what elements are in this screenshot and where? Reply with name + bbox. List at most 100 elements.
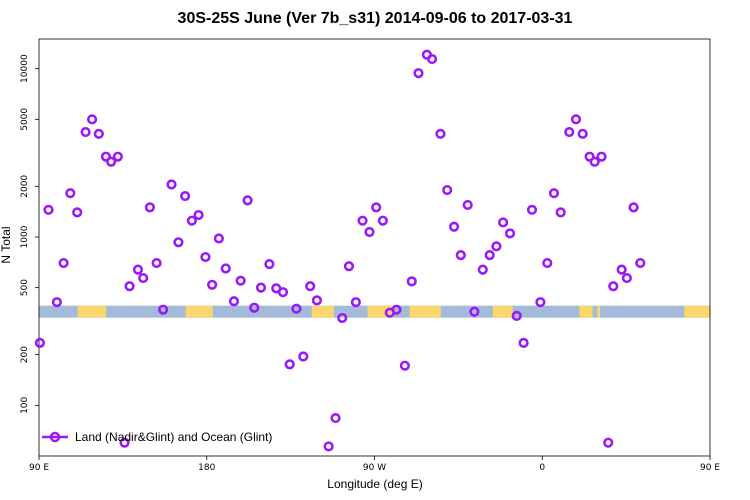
- data-point: [498, 217, 509, 228]
- x-tick-label: 90 E: [29, 463, 49, 473]
- data-point: [484, 250, 495, 261]
- y-tick-label: 100: [20, 396, 30, 413]
- data-point: [180, 190, 191, 202]
- data-point: [603, 437, 614, 448]
- data-point: [87, 114, 98, 125]
- y-tick-label: 10000: [20, 54, 30, 83]
- legend-label: Land (Nadir&Glint) and Ocean (Glint): [75, 430, 272, 444]
- data-point: [628, 202, 639, 213]
- data-point: [413, 68, 424, 79]
- y-tick-label: 500: [20, 279, 30, 296]
- data-point: [491, 241, 502, 252]
- y-tick-label: 2000: [20, 175, 30, 198]
- data-point: [526, 204, 538, 215]
- land-band-segment: [492, 305, 513, 318]
- plot-frame: [38, 38, 711, 457]
- data-point: [255, 282, 267, 293]
- data-point: [535, 297, 546, 308]
- data-point: [426, 53, 438, 65]
- data-point: [207, 279, 218, 290]
- data-point: [391, 304, 402, 315]
- data-point: [377, 215, 388, 226]
- data-point: [564, 126, 575, 138]
- land-band-segment: [597, 305, 601, 318]
- data-point: [305, 281, 316, 292]
- data-point: [100, 151, 112, 162]
- data-point: [58, 257, 69, 269]
- data-point: [616, 264, 627, 275]
- land-band-segment: [77, 305, 107, 318]
- chart-title: 30S-25S June (Ver 7b_s31) 2014-09-06 to …: [177, 10, 573, 27]
- data-point: [455, 250, 466, 261]
- data-point: [132, 264, 144, 275]
- x-tick-label: 180: [198, 463, 215, 473]
- data-point: [584, 151, 595, 162]
- y-axis: 100 200 500 1000 2000 5000 10000: [20, 54, 39, 414]
- x-tick-label: 0: [539, 463, 545, 473]
- data-point: [106, 156, 117, 167]
- data-point: [462, 199, 473, 211]
- data-point: [186, 215, 197, 226]
- data-point: [469, 306, 480, 317]
- data-point: [213, 233, 224, 244]
- data-point: [249, 302, 260, 313]
- data-point: [193, 209, 204, 221]
- data-point: [577, 128, 588, 139]
- data-point: [371, 202, 382, 213]
- data-point: [504, 228, 516, 239]
- data-point: [542, 257, 553, 269]
- data-point: [72, 207, 83, 218]
- data-point: [555, 207, 566, 218]
- data-point: [124, 281, 135, 292]
- data-point: [511, 310, 522, 321]
- data-point: [220, 263, 231, 274]
- data-point: [448, 221, 460, 232]
- coverage-band: [39, 305, 710, 318]
- data-point: [570, 114, 582, 125]
- data-point: [435, 128, 446, 139]
- data-point: [343, 261, 355, 272]
- y-axis-label: N Total: [0, 226, 13, 263]
- data-point: [158, 304, 169, 315]
- data-point: [34, 337, 46, 348]
- x-axis-label: Longitude (deg E): [327, 477, 422, 491]
- y-tick-label: 5000: [20, 108, 30, 131]
- data-point: [298, 351, 309, 362]
- data-point: [119, 437, 130, 448]
- data-point: [330, 412, 341, 424]
- land-band-segment: [409, 305, 441, 318]
- data-point: [112, 151, 123, 162]
- data-point: [621, 272, 632, 284]
- data-point: [173, 237, 184, 248]
- data-point: [406, 276, 417, 287]
- data-point: [43, 204, 54, 215]
- data-point: [399, 360, 410, 371]
- y-tick-label: 1000: [20, 225, 30, 248]
- data-point: [228, 296, 240, 307]
- data-point: [311, 295, 323, 306]
- data-point: [337, 312, 348, 324]
- data-point: [138, 272, 149, 284]
- data-points: [34, 49, 646, 452]
- data-point: [277, 287, 289, 298]
- data-point: [291, 303, 302, 314]
- data-point: [65, 188, 76, 199]
- data-point: [323, 441, 334, 452]
- x-tick-label: 90 E: [700, 463, 720, 473]
- land-band-segment: [311, 305, 334, 318]
- data-point: [608, 281, 619, 292]
- data-point: [477, 264, 488, 275]
- land-band-segment: [185, 305, 213, 318]
- data-point: [357, 215, 368, 226]
- data-point: [264, 259, 275, 270]
- data-point: [350, 297, 361, 308]
- data-point: [589, 156, 600, 167]
- data-point: [235, 275, 246, 286]
- data-point: [200, 251, 211, 263]
- data-point: [242, 195, 253, 206]
- legend: Land (Nadir&Glint) and Ocean (Glint): [42, 430, 272, 444]
- data-point: [442, 184, 453, 196]
- data-point: [548, 188, 560, 199]
- land-band-segment: [579, 305, 593, 318]
